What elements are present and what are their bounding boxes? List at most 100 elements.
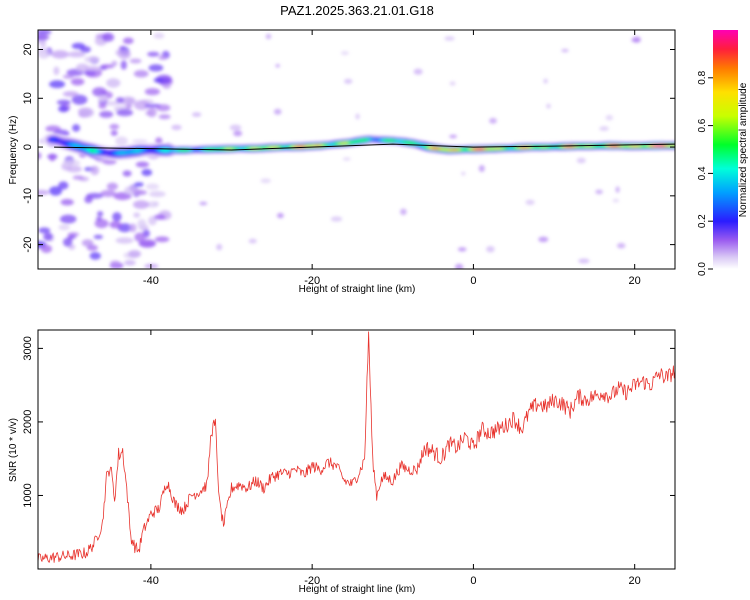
noise-blob <box>149 191 166 198</box>
noise-blob <box>135 161 150 168</box>
noise-blob <box>89 252 101 260</box>
spectrogram-x-label: Height of straight line (km) <box>299 284 416 295</box>
noise-blob <box>97 94 108 102</box>
noise-blob <box>561 48 569 53</box>
noise-blob <box>525 199 535 205</box>
noise-blob <box>62 91 79 97</box>
noise-blob <box>133 189 145 196</box>
noise-blob <box>148 64 164 72</box>
noise-blob <box>100 190 116 197</box>
noise-blob <box>543 78 548 84</box>
noise-blob <box>129 223 137 233</box>
noise-blob <box>153 77 164 83</box>
noise-blob <box>578 258 590 264</box>
noise-blob <box>595 189 603 195</box>
noise-blob <box>449 134 457 139</box>
noise-blob <box>75 63 89 72</box>
noise-blob <box>38 30 52 35</box>
noise-blob <box>49 186 63 196</box>
spectrogram-frame <box>37 29 676 270</box>
noise-blob <box>51 50 69 59</box>
spectrogram-panel: -40 -20 0 20 -20 -10 0 10 20 Height of straight… <box>8 29 676 295</box>
noise-blob <box>454 263 464 269</box>
noise-blob <box>122 37 134 45</box>
noise-blob <box>134 100 150 111</box>
x-tick-label: -20 <box>304 275 320 287</box>
spectrogram-y-label: Frequency (Hz) <box>8 116 19 185</box>
noise-blob <box>38 189 50 196</box>
noise-blob <box>43 232 53 241</box>
noise-blob <box>129 58 142 64</box>
noise-blob <box>102 32 115 42</box>
noise-blob <box>98 103 107 109</box>
noise-blob <box>486 246 495 253</box>
x-tick-label: 20 <box>629 275 641 287</box>
noise-blob <box>116 109 133 117</box>
noise-blob <box>84 56 100 63</box>
noise-blob <box>53 66 60 76</box>
noise-blob <box>153 32 165 39</box>
x-tick-label: 0 <box>470 275 476 287</box>
figure-title: PAZ1.2025.363.21.01.G18 <box>280 3 434 18</box>
noise-blob <box>67 232 80 237</box>
noise-blob <box>109 221 122 229</box>
noise-blob <box>444 36 455 41</box>
noise-blob <box>123 260 136 266</box>
noise-blob <box>631 38 641 42</box>
x-tick-label: -40 <box>143 275 159 287</box>
x-tick-label: -40 <box>143 575 159 587</box>
noise-blob <box>154 236 170 243</box>
noise-blob <box>115 237 134 244</box>
noise-blob <box>260 178 272 184</box>
noise-blob <box>106 78 121 88</box>
noise-blob <box>576 157 586 164</box>
noise-blob <box>96 216 102 221</box>
noise-blob <box>120 60 127 70</box>
noise-blob <box>97 211 104 217</box>
noise-blob <box>113 192 132 201</box>
noise-blob <box>115 136 128 146</box>
spectrogram-noise-blobs <box>38 30 641 269</box>
colorbar-tick-label: 0.2 <box>697 214 708 228</box>
noise-blob <box>133 200 150 209</box>
y-tick-label: -10 <box>22 188 34 204</box>
noise-blob <box>70 78 85 86</box>
noise-blob <box>275 64 280 68</box>
snr-x-label: Height of straight line (km) <box>299 584 416 595</box>
noise-blob <box>137 219 147 229</box>
noise-blob <box>449 81 456 86</box>
snr-y-label: SNR (10 * v/v) <box>8 418 19 482</box>
noise-blob <box>171 124 182 131</box>
colorbar-tick-label: 0.6 <box>697 118 708 132</box>
noise-blob <box>342 157 351 161</box>
noise-blob <box>413 68 423 75</box>
noise-blob <box>141 168 153 177</box>
noise-blob <box>355 113 360 120</box>
y-tick-label: 3000 <box>22 336 34 360</box>
colorbar: 0.0 0.2 0.4 0.6 0.8 Normalized spectral ampl… <box>697 30 749 276</box>
noise-blob <box>546 103 551 109</box>
noise-blob <box>38 152 42 160</box>
colorbar-tick-label: 0.0 <box>697 262 708 276</box>
noise-blob <box>81 239 94 247</box>
noise-blob <box>71 42 86 50</box>
noise-blob <box>103 101 121 106</box>
noise-blob <box>67 51 86 58</box>
noise-blob <box>90 165 100 176</box>
colorbar-tick-label: 0.8 <box>697 70 708 84</box>
noise-blob <box>191 112 202 117</box>
noise-blob <box>340 51 349 56</box>
noise-blob <box>72 175 84 180</box>
noise-blob <box>330 216 343 222</box>
noise-blob <box>112 212 122 222</box>
noise-blob <box>144 88 160 96</box>
noise-blob <box>110 130 118 136</box>
noise-blob <box>134 182 144 187</box>
noise-blob <box>265 33 272 40</box>
noise-blob <box>599 126 609 131</box>
x-tick-label: 0 <box>470 575 476 587</box>
noise-blob <box>344 78 353 84</box>
noise-blob <box>478 165 485 172</box>
noise-blob <box>133 70 149 78</box>
